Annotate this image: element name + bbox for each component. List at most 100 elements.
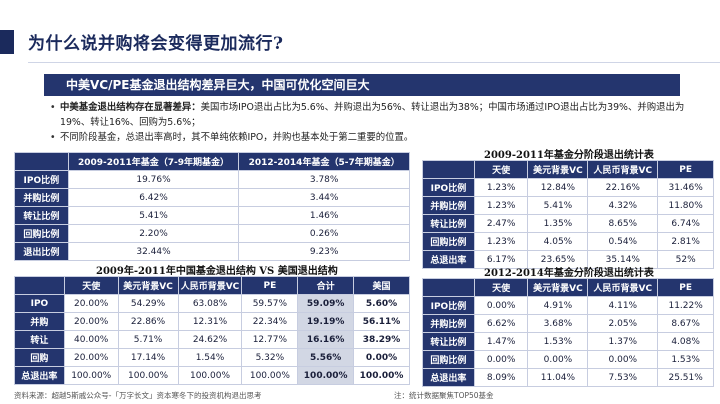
table-row: IPO比例 19.76% 3.78%	[14, 170, 410, 189]
table-cell: 100.00%	[63, 366, 119, 385]
table-cell: 6.42%	[67, 188, 240, 207]
table-cell: 3.78%	[238, 170, 410, 189]
column-header	[422, 278, 475, 297]
table-cell: 100.00%	[117, 366, 179, 385]
section-banner: 中美VC/PE基金退出结构差异巨大，中国可优化空间巨大	[44, 74, 680, 96]
table-cell: 1.23%	[473, 178, 529, 197]
table-cell: 59.09%	[297, 294, 355, 313]
table-cell: 3.44%	[238, 188, 410, 207]
table-row: 回购比例 2.20% 0.26%	[14, 224, 410, 243]
table-cell: 0.00%	[353, 348, 410, 367]
table-cell: 2.47%	[473, 214, 529, 233]
stage-2009-table-caption: 2009-2011年基金分阶段退出统计表	[484, 150, 654, 161]
bullet-text: 不同阶段基金，总退出率高时，其不单纯依赖IPO，并购也基本处于第二重要的位置。	[60, 132, 414, 143]
table-header-row: 2009-2011年基金（7-9年期基金） 2012-2014年基金（5-7年期基…	[14, 152, 410, 171]
stage-2012-table-caption: 2012-2014年基金分阶段退出统计表	[484, 268, 654, 279]
stage-2012-exit-table: 天使 美元背景VC 人民币背景VC PE IPO比例 0.00% 4.91% 4.11% 11…	[422, 278, 714, 387]
table-cell: 8.65%	[587, 214, 659, 233]
table-cell: 32.44%	[67, 242, 240, 261]
column-header: PE	[241, 276, 299, 295]
table-cell: 9.23%	[238, 242, 410, 261]
table-cell: 35.14%	[587, 250, 659, 269]
row-label: 转让比例	[422, 332, 475, 351]
table-cell: 5.32%	[241, 348, 299, 367]
column-header: PE	[657, 278, 714, 297]
table-row: IPO比例 0.00% 4.91% 4.11% 11.22%	[422, 296, 714, 315]
row-label: 并购比例	[422, 196, 475, 215]
bullet-list: 中美基金退出结构存在显著差异：美国市场IPO退出占比为5.6%、并购退出为56%…	[50, 100, 690, 145]
row-label: 回购比例	[422, 350, 475, 369]
table-cell: 11.22%	[657, 296, 714, 315]
table-cell: 54.29%	[117, 294, 179, 313]
source-note: 资料来源：超越5斯戚公众号-「万字长文」资本寒冬下的投资机构退出思考	[14, 391, 262, 400]
table-cell: 19.76%	[67, 170, 240, 189]
table-row: 回购比例 1.23% 4.05% 0.54% 2.81%	[422, 232, 714, 251]
table-row: 并购比例 6.42% 3.44%	[14, 188, 410, 207]
table-cell: 19.19%	[297, 312, 355, 331]
table-cell: 40.00%	[63, 330, 119, 349]
table-cell: 5.41%	[527, 196, 589, 215]
table-cell: 1.23%	[473, 196, 529, 215]
china-vs-us-exit-table: 天使 美元背景VC 人民币背景VC PE 合计 美国 IPO 20.00% 54.29% 63.…	[14, 276, 410, 385]
column-header: 天使	[473, 160, 529, 179]
row-label: 转让比例	[422, 214, 475, 233]
table-cell: 0.00%	[587, 350, 659, 369]
table-cell: 63.08%	[177, 294, 243, 313]
table-cell: 6.62%	[473, 314, 529, 333]
table-row: 转让比例 1.47% 1.53% 1.37% 4.08%	[422, 332, 714, 351]
column-header	[14, 152, 69, 171]
column-header: 美元背景VC	[117, 276, 179, 295]
row-label: 并购比例	[422, 314, 475, 333]
row-label: 并购比例	[14, 188, 69, 207]
table-cell: 8.67%	[657, 314, 714, 333]
table-cell: 5.60%	[353, 294, 410, 313]
title-divider	[28, 62, 720, 63]
table-row: 总退出率 100.00% 100.00% 100.00% 100.00% 100.00% 1…	[14, 366, 410, 385]
table-cell: 1.35%	[527, 214, 589, 233]
table-row: 回购比例 0.00% 0.00% 0.00% 1.53%	[422, 350, 714, 369]
table-cell: 22.34%	[241, 312, 299, 331]
table-cell: 0.54%	[587, 232, 659, 251]
table-cell: 100.00%	[353, 366, 410, 385]
table-row: IPO 20.00% 54.29% 63.08% 59.57% 59.09% 5.60%	[14, 294, 410, 313]
table-cell: 25.51%	[657, 368, 714, 387]
column-header: 美元背景VC	[527, 278, 589, 297]
bullet-item: 中美基金退出结构存在显著差异：美国市场IPO退出占比为5.6%、并购退出为56%…	[50, 100, 690, 130]
row-label: 并购	[14, 312, 65, 331]
column-header: 人民币背景VC	[177, 276, 243, 295]
row-label: 回购	[14, 348, 65, 367]
table-cell: 6.74%	[657, 214, 714, 233]
column-header: 合计	[297, 276, 355, 295]
bullet-text: 美国市场IPO退出占比为5.6%、并购退出为56%、转让退出为38%；中国市场通…	[60, 102, 685, 128]
table-cell: 1.46%	[238, 206, 410, 225]
table-row: 转让比例 5.41% 1.46%	[14, 206, 410, 225]
footnote: 注：统计数据聚焦TOP50基金	[394, 391, 494, 400]
table-row: 总退出率 8.09% 11.04% 7.53% 25.51%	[422, 368, 714, 387]
table-row: 并购比例 1.23% 5.41% 4.32% 11.80%	[422, 196, 714, 215]
table-row: IPO比例 1.23% 12.84% 22.16% 31.46%	[422, 178, 714, 197]
table-cell: 12.84%	[527, 178, 589, 197]
table-cell: 0.00%	[473, 350, 529, 369]
column-header: 人民币背景VC	[587, 278, 659, 297]
column-header: 天使	[63, 276, 119, 295]
column-header	[14, 276, 65, 295]
table-cell: 20.00%	[63, 312, 119, 331]
table-row: 转让 40.00% 5.71% 24.62% 12.77% 16.16% 38.29%	[14, 330, 410, 349]
row-label: 总退出率	[422, 250, 475, 269]
table-cell: 56.11%	[353, 312, 410, 331]
table-cell: 24.62%	[177, 330, 243, 349]
column-header: PE	[657, 160, 714, 179]
row-label: 回购比例	[14, 224, 69, 243]
table-cell: 2.81%	[657, 232, 714, 251]
table-cell: 2.20%	[67, 224, 240, 243]
table-header-row: 天使 美元背景VC 人民币背景VC PE 合计 美国	[14, 276, 410, 295]
table-cell: 0.00%	[527, 350, 589, 369]
row-label: IPO比例	[422, 296, 475, 315]
vs-us-table-caption: 2009年-2011年中国基金退出结构 VS 美国退出结构	[96, 266, 338, 277]
table-cell: 2.05%	[587, 314, 659, 333]
table-header-row: 天使 美元背景VC 人民币背景VC PE	[422, 278, 714, 297]
table-cell: 8.09%	[473, 368, 529, 387]
column-header: 美国	[353, 276, 410, 295]
column-header: 人民币背景VC	[587, 160, 659, 179]
row-label: 转让比例	[14, 206, 69, 225]
